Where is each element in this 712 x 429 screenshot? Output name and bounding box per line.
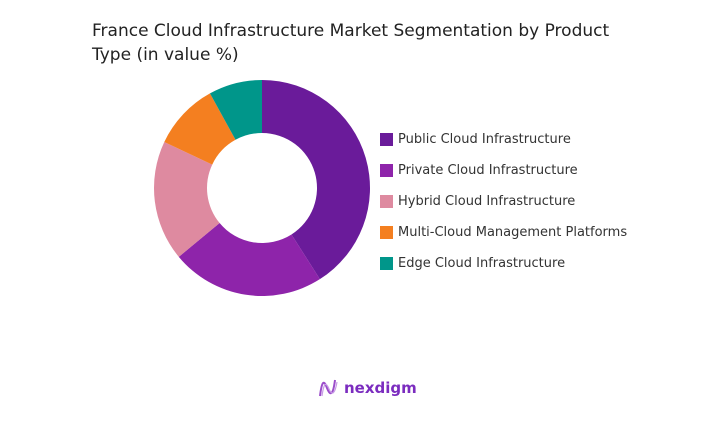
legend-item: Multi-Cloud Management Platforms [380,217,627,248]
legend-item: Edge Cloud Infrastructure [380,248,627,279]
slice-private-cloud-infrastructure [178,223,320,296]
nexdigm-logo-icon [319,379,338,397]
legend-label: Edge Cloud Infrastructure [398,256,566,271]
logo-text: nexdigm [344,379,417,397]
slice-public-cloud-infrastructure [262,80,370,280]
legend-swatch [380,164,393,177]
legend-swatch [380,226,393,239]
legend-label: Multi-Cloud Management Platforms [398,225,628,240]
legend-swatch [380,195,393,208]
slice-edge-cloud-infrastructure [209,80,262,140]
slice-hybrid-cloud-infrastructure [154,142,220,257]
legend-label: Public Cloud Infrastructure [398,132,571,147]
legend-item: Hybrid Cloud Infrastructure [380,186,627,217]
legend-item: Private Cloud Infrastructure [380,155,627,186]
legend-item: Public Cloud Infrastructure [380,124,627,155]
legend-swatch [380,133,393,146]
nexdigm-logo: nexdigm [318,378,417,398]
legend-label: Private Cloud Infrastructure [398,163,578,178]
legend-label: Hybrid Cloud Infrastructure [398,194,576,209]
legend-swatch [380,257,393,270]
slice-multi-cloud-management-platforms [164,93,236,165]
chart-title: France Cloud Infrastructure Market Segme… [92,21,610,65]
legend: Public Cloud Infrastructure Private Cloud… [380,124,627,279]
